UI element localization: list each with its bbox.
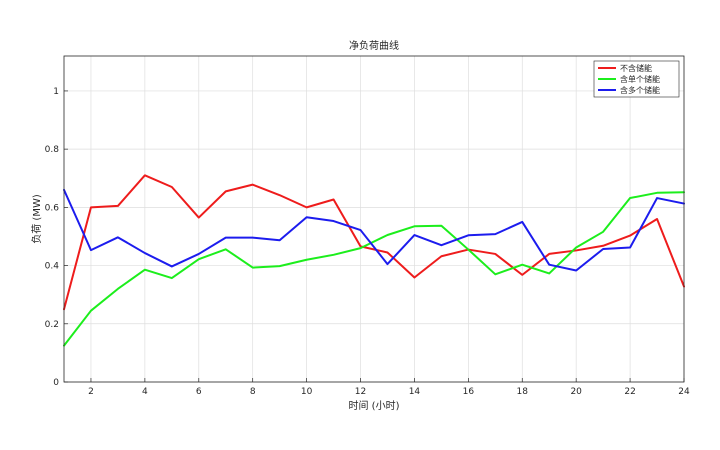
x-tick-label: 8 — [250, 387, 256, 397]
y-tick-label: 0 — [53, 378, 59, 388]
x-tick-label: 14 — [409, 387, 421, 397]
x-tick-label: 20 — [570, 387, 582, 397]
y-tick-label: 0.8 — [45, 145, 60, 155]
series-line-no-storage — [63, 174, 685, 311]
x-tick-label: 6 — [196, 387, 202, 397]
legend-label-multi-storage: 含多个储能 — [620, 85, 660, 95]
legend-label-single-storage: 含单个储能 — [620, 74, 660, 84]
y-tick-label: 0.2 — [45, 320, 59, 330]
x-tick-label: 24 — [678, 387, 690, 397]
plot-frame — [63, 55, 685, 383]
x-tick-label: 2 — [88, 387, 94, 397]
plot-area — [64, 56, 684, 382]
legend-label-no-storage: 不含储能 — [620, 63, 652, 73]
x-tick-label: 16 — [463, 387, 475, 397]
chart-title: 净负荷曲线 — [349, 39, 399, 52]
legend: 不含储能 含单个储能 含多个储能 — [593, 60, 680, 98]
series-line-single-storage — [63, 191, 685, 347]
x-tick-label: 12 — [355, 387, 366, 397]
y-tick-label: 0.6 — [45, 203, 60, 213]
x-tick-label: 4 — [142, 387, 148, 397]
x-axis-ticks: 2 4 6 8 10 12 14 16 18 20 22 24 — [88, 378, 690, 397]
x-tick-label: 18 — [517, 387, 529, 397]
y-axis-label: 负荷 (MW) — [30, 194, 43, 244]
series-layer — [63, 174, 685, 347]
x-tick-label: 22 — [624, 387, 635, 397]
y-tick-label: 1 — [53, 87, 59, 97]
series-line-multi-storage — [63, 188, 685, 272]
x-axis-label: 时间 (小时) — [349, 399, 400, 412]
y-axis-ticks: 0 0.2 0.4 0.6 0.8 1 — [45, 87, 68, 388]
y-tick-label: 0.4 — [45, 262, 60, 272]
x-tick-label: 10 — [301, 387, 313, 397]
